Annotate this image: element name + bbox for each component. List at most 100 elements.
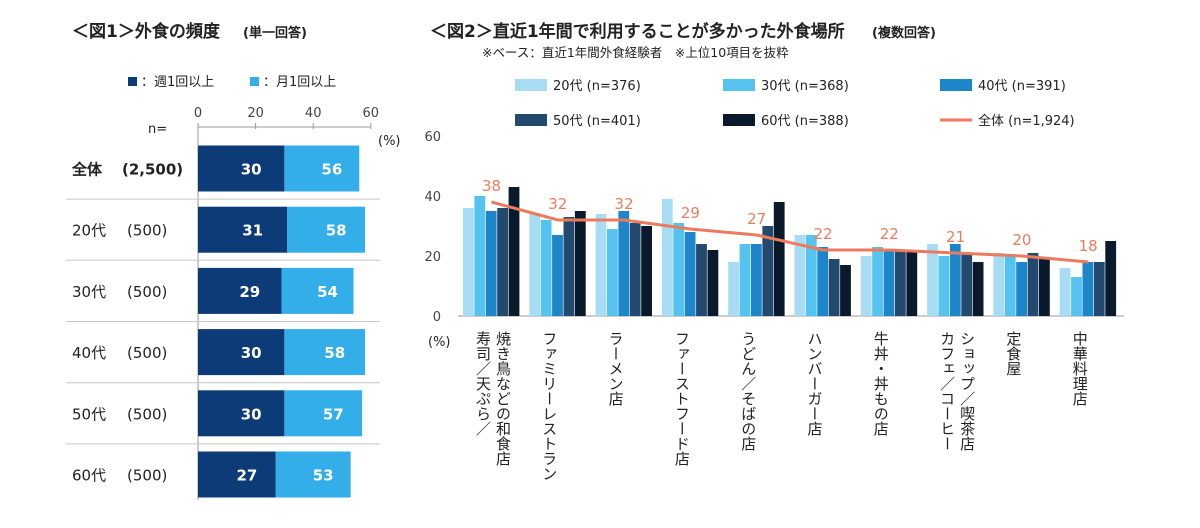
legend-label: 20代 (n=376) <box>553 79 641 94</box>
fig2-ytick-label: 0 <box>433 310 441 325</box>
category-label: 牛丼・丼もの店 <box>872 331 890 436</box>
category-label: カフェ／コーヒー <box>938 331 956 451</box>
legend-label: 50代 (n=401) <box>553 114 641 129</box>
bar-50s <box>1093 262 1105 316</box>
fig2-legend: 20代 (n=376) 30代 (n=368) 40代 (n=391) 50代 (n=… <box>515 79 1075 129</box>
bar-40s <box>552 235 563 316</box>
legend-label: 40代 (n=391) <box>978 79 1066 94</box>
row-label: 40代 <box>72 344 106 362</box>
legend-swatch <box>723 79 755 91</box>
bar-40s <box>1082 262 1094 316</box>
row-n: (500) <box>127 283 167 301</box>
bar-40s <box>883 250 895 316</box>
bar-monthly-value: 53 <box>313 467 334 485</box>
total-value-label: 22 <box>813 225 832 243</box>
bar-40s <box>1016 262 1027 316</box>
legend-swatch <box>515 114 547 126</box>
fig2-category-labels: 寿司／天ぷら／ 焼き鳥などの和食店 ファミリーレストラン ラーメン店 ファーストフード店… <box>474 331 1089 481</box>
bar-monthly <box>284 145 360 192</box>
bar-weekly <box>198 451 276 498</box>
fig2-title: ＜図2＞直近1年間で利用することが多かった外食場所 <box>430 21 845 42</box>
fig2-ylabel: (%) <box>428 335 451 350</box>
bar-40s <box>817 247 829 316</box>
bar-weekly <box>198 390 285 437</box>
bar-40s <box>949 244 961 316</box>
legend-weekly-label: ：週1回以上 <box>141 75 214 90</box>
bar-60s <box>707 250 719 316</box>
fig1-tick-label: 60 <box>363 106 380 121</box>
total-value-label: 27 <box>747 210 766 228</box>
row-n: (2,500) <box>122 161 183 179</box>
row-label: 全体 <box>71 161 103 179</box>
row-label: 30代 <box>72 283 106 301</box>
fig2-ytick-label: 40 <box>424 190 441 205</box>
category-label: 中華料理店 <box>1071 331 1089 406</box>
total-value-label: 29 <box>681 204 700 222</box>
fig1-tick-label: 40 <box>305 106 322 121</box>
bar-20s <box>927 244 938 316</box>
legend-monthly-label: ：月1回以上 <box>263 75 336 90</box>
bar-monthly-value: 58 <box>324 344 345 362</box>
bar-20s <box>1059 268 1071 316</box>
legend-weekly-swatch <box>128 77 137 86</box>
bar-weekly <box>198 267 282 314</box>
bar-weekly-value: 31 <box>242 222 263 240</box>
bar-60s <box>840 265 851 316</box>
bar-monthly-value: 54 <box>317 283 338 301</box>
bar-60s <box>1105 241 1117 316</box>
bar-30s <box>805 235 817 316</box>
category-label: うどん／そばの店 <box>739 331 757 451</box>
bar-monthly-value: 57 <box>323 405 344 423</box>
bar-60s <box>972 262 984 316</box>
bar-30s <box>1071 277 1082 316</box>
category-label: 定食屋 <box>1004 331 1022 376</box>
row-n: (500) <box>127 405 167 423</box>
bar-monthly-value: 56 <box>321 161 342 179</box>
fig1-tick-label: 0 <box>194 106 202 121</box>
row-label: 20代 <box>72 222 106 240</box>
fig1-unit: (%) <box>378 134 401 149</box>
legend-swatch <box>723 114 755 126</box>
bar-weekly-value: 30 <box>241 161 262 179</box>
bar-50s <box>961 253 973 316</box>
fig1-tick-label: 20 <box>247 106 264 121</box>
bar-50s <box>762 226 774 316</box>
bar-20s <box>993 253 1005 316</box>
fig2-bars <box>463 187 1117 316</box>
bar-20s <box>661 199 673 316</box>
bar-weekly-value: 30 <box>241 405 262 423</box>
category-label: ショップ／喫茶店 <box>958 331 976 451</box>
bar-weekly-value: 27 <box>236 467 257 485</box>
fig2-title-note: (複数回答) <box>872 25 936 41</box>
category-label: ラーメン店 <box>607 331 625 406</box>
bar-40s <box>485 211 497 316</box>
bar-20s <box>794 235 806 316</box>
category-label: 焼き鳥などの和食店 <box>494 331 512 466</box>
row-n: (500) <box>127 344 167 362</box>
bar-monthly <box>284 390 363 437</box>
total-value-label: 32 <box>615 195 634 213</box>
bar-60s <box>1039 259 1050 316</box>
bar-20s <box>595 214 607 316</box>
bar-40s <box>751 244 762 316</box>
bar-monthly-value: 58 <box>326 222 347 240</box>
bar-50s <box>895 250 906 316</box>
row-label: 50代 <box>72 405 106 423</box>
category-label: 寿司／天ぷら／ <box>474 331 492 436</box>
legend-swatch <box>515 79 547 91</box>
total-value-label: 20 <box>1012 231 1031 249</box>
category-label: ファーストフード店 <box>673 331 691 466</box>
fig1-title-note: (単一回答) <box>243 25 307 41</box>
bar-30s <box>938 256 950 316</box>
bar-30s <box>607 229 618 316</box>
bar-60s <box>508 187 520 316</box>
bar-monthly <box>284 329 366 376</box>
total-value-label: 32 <box>548 195 567 213</box>
bar-60s <box>641 226 652 316</box>
bar-30s <box>673 223 685 316</box>
bar-monthly <box>281 267 354 314</box>
bar-weekly <box>198 145 285 192</box>
bar-50s <box>696 244 707 316</box>
total-value-label: 18 <box>1079 237 1098 255</box>
legend-label: 30代 (n=368) <box>761 79 849 94</box>
